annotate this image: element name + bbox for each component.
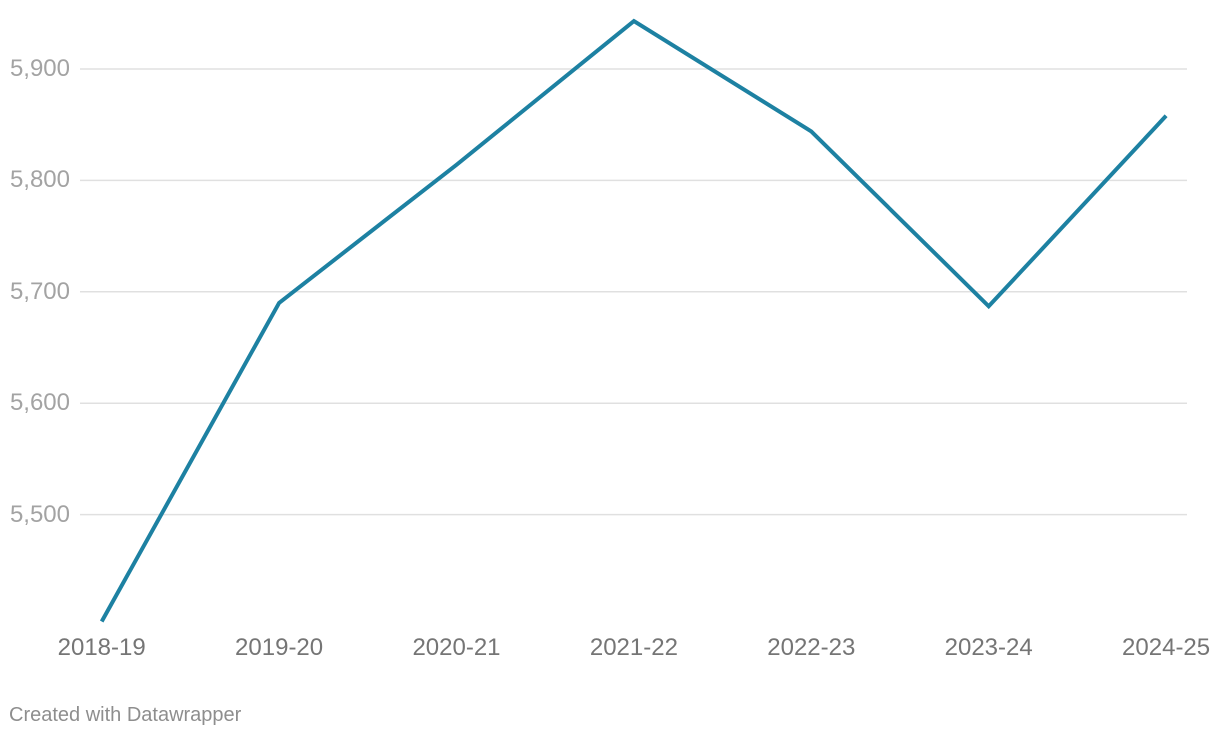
- x-tick-label: 2019-20: [235, 634, 324, 661]
- y-tick-label: 5,800: [9, 166, 70, 194]
- y-tick-label: 5,500: [9, 500, 70, 528]
- gridline-group: [80, 68, 1187, 516]
- datawrapper-attribution: Created with Datawrapper: [9, 704, 242, 726]
- x-tick-label: 2020-21: [412, 634, 501, 661]
- x-tick-label: 2022-23: [767, 634, 856, 661]
- y-tick-label: 5,600: [9, 389, 70, 417]
- x-tick-label: 2023-24: [944, 634, 1033, 661]
- y-tick-label: 5,700: [9, 277, 70, 305]
- x-tick-label: 2024-25: [1122, 634, 1211, 661]
- data-line: [99, 18, 1168, 623]
- y-tick-label: 5,900: [9, 55, 70, 82]
- x-tick-label: 2021-22: [589, 634, 678, 661]
- x-tick-label: 2018-19: [57, 634, 146, 661]
